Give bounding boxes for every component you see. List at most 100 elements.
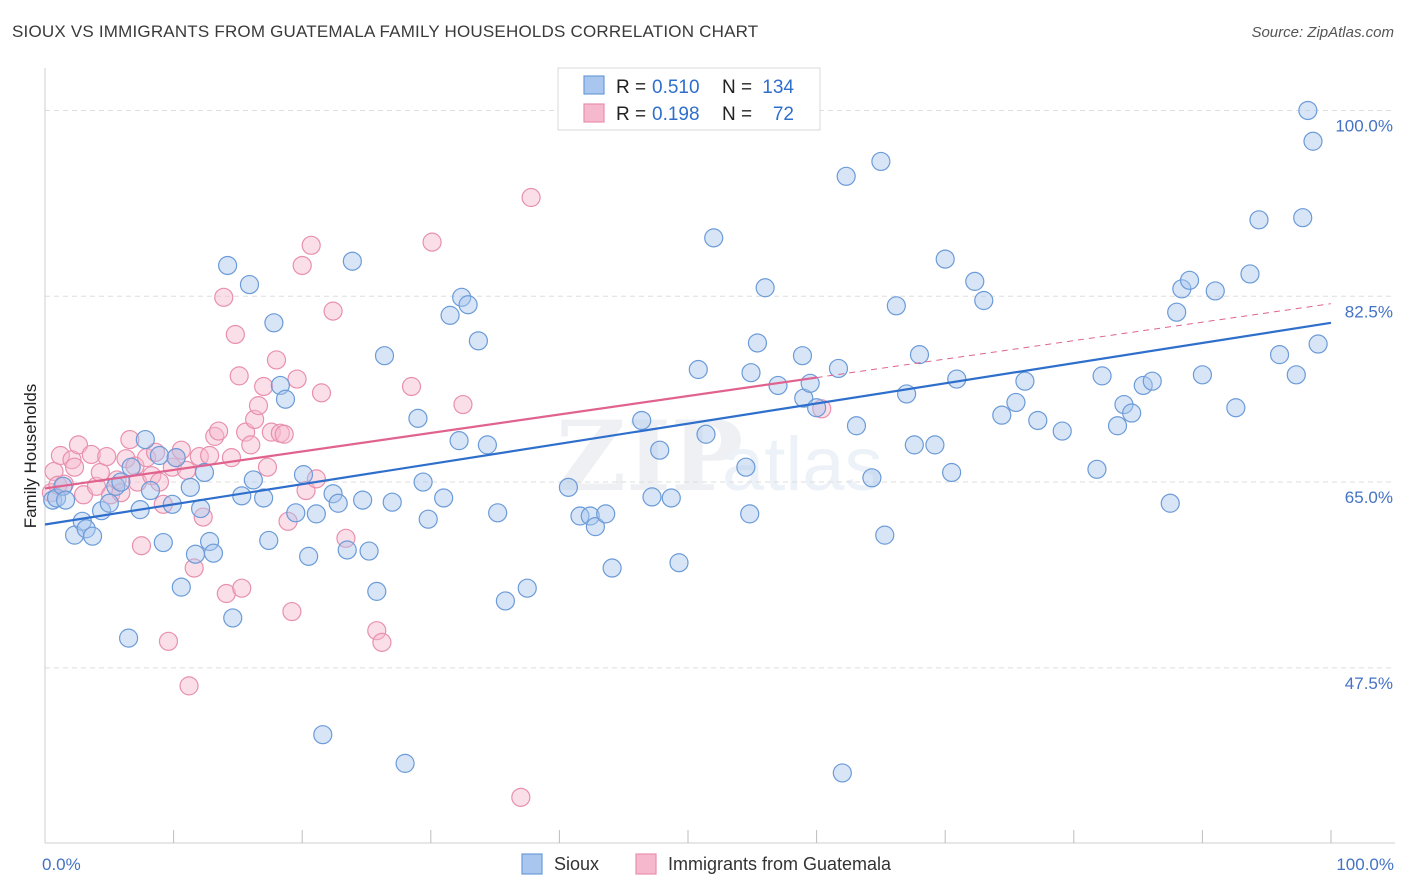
guatemala-point bbox=[216, 583, 236, 604]
guatemala-point bbox=[282, 601, 302, 622]
guatemala-point bbox=[232, 578, 252, 598]
sioux-point bbox=[871, 151, 891, 172]
axes bbox=[44, 68, 1395, 844]
sioux-point bbox=[570, 506, 590, 526]
sioux-point bbox=[264, 313, 284, 333]
x-tick-label-max: 100.0% bbox=[1336, 855, 1394, 874]
sioux-point bbox=[992, 405, 1012, 425]
sioux-point bbox=[342, 251, 362, 271]
sioux-point bbox=[792, 346, 813, 366]
guatemala-point bbox=[511, 787, 531, 807]
guatemala-point bbox=[64, 457, 85, 477]
sioux-point bbox=[1240, 264, 1260, 284]
guatemala-point bbox=[311, 383, 332, 403]
guatemala-point bbox=[323, 301, 343, 321]
watermark-atlas: atlas bbox=[722, 422, 883, 507]
sioux-point bbox=[313, 725, 333, 745]
sioux-point bbox=[740, 504, 760, 524]
sioux-point bbox=[832, 763, 852, 783]
sioux-point bbox=[452, 287, 472, 307]
bottom-legend-label-guatemala: Immigrants from Guatemala bbox=[668, 854, 892, 874]
sioux-point bbox=[925, 435, 945, 455]
sioux-point bbox=[965, 271, 985, 291]
bottom-legend-label-sioux: Sioux bbox=[554, 854, 599, 874]
sioux-point bbox=[171, 577, 191, 597]
sioux-point bbox=[468, 331, 488, 351]
sioux-point bbox=[140, 480, 161, 501]
x-tick-label-min: 0.0% bbox=[42, 855, 81, 874]
guatemala-point bbox=[254, 376, 274, 397]
sioux-point bbox=[642, 487, 662, 507]
legend-r-value-sioux: 0.510 bbox=[652, 77, 700, 98]
sioux-point bbox=[488, 503, 508, 523]
sioux-point bbox=[306, 504, 326, 524]
sioux-point bbox=[495, 591, 515, 611]
guatemala-point bbox=[158, 631, 179, 651]
guatemala-point bbox=[221, 448, 242, 468]
legend-r-label-guatemala: R = bbox=[616, 104, 646, 125]
sioux-point bbox=[1087, 459, 1107, 479]
legend-n-label-guatemala: N = bbox=[722, 104, 752, 125]
trend-line-sioux bbox=[44, 321, 1332, 526]
trend-line-guatemala bbox=[44, 376, 817, 490]
x-axis-ticks bbox=[173, 830, 1332, 843]
sioux-point bbox=[118, 628, 139, 648]
legend-n-label-sioux: N = bbox=[722, 77, 752, 98]
sioux-point bbox=[1269, 345, 1290, 365]
sioux-point bbox=[1160, 493, 1180, 513]
sioux-point bbox=[99, 493, 119, 513]
sioux-point bbox=[440, 305, 460, 325]
sioux-point bbox=[875, 525, 895, 545]
sioux-point bbox=[602, 558, 622, 578]
bottom-legend-swatch-guatemala bbox=[635, 853, 657, 875]
sioux-point bbox=[337, 540, 357, 560]
sioux-point bbox=[596, 504, 616, 524]
sioux-point bbox=[166, 448, 186, 468]
sioux-point bbox=[650, 440, 670, 460]
sioux-point bbox=[1092, 366, 1112, 386]
sioux-point bbox=[180, 477, 200, 497]
sioux-point bbox=[846, 416, 867, 436]
sioux-point bbox=[121, 457, 141, 477]
series-sioux-points bbox=[43, 100, 1328, 783]
sioux-point bbox=[974, 290, 994, 311]
sioux-point bbox=[517, 578, 537, 598]
guatemala-point bbox=[241, 435, 261, 455]
sioux-point bbox=[449, 431, 469, 451]
y-tick-label: 65.0% bbox=[1345, 488, 1393, 507]
trend-lines bbox=[44, 303, 1332, 526]
sioux-point bbox=[1167, 302, 1187, 322]
sioux-point bbox=[55, 490, 76, 510]
sioux-point bbox=[293, 465, 314, 485]
sioux-point bbox=[1052, 421, 1072, 441]
sioux-point bbox=[747, 333, 768, 353]
sioux-point bbox=[1122, 403, 1142, 423]
legend-swatch-sioux bbox=[583, 75, 605, 95]
guatemala-point bbox=[372, 632, 392, 652]
sioux-point bbox=[1308, 334, 1328, 354]
sioux-point bbox=[909, 345, 930, 365]
legend-n-value-sioux: 134 bbox=[762, 77, 794, 98]
sioux-point bbox=[755, 278, 775, 298]
sioux-point bbox=[367, 581, 387, 601]
guatemala-point bbox=[292, 255, 312, 276]
y-axis-tick-labels: 47.5% 65.0% 82.5% 100.0% bbox=[1335, 116, 1393, 692]
sioux-point bbox=[477, 435, 497, 455]
sioux-point bbox=[191, 498, 211, 519]
sioux-point bbox=[328, 493, 348, 513]
legend-r-value-guatemala: 0.198 bbox=[652, 104, 700, 125]
sioux-point bbox=[353, 490, 373, 510]
sioux-point bbox=[200, 531, 220, 552]
sioux-point bbox=[688, 359, 708, 380]
sioux-point bbox=[408, 408, 428, 428]
sioux-point bbox=[218, 255, 238, 276]
sioux-point bbox=[395, 753, 415, 773]
watermark: ZIP atlas bbox=[556, 400, 883, 513]
sioux-point bbox=[243, 470, 263, 490]
sioux-point bbox=[736, 457, 756, 477]
guatemala-point bbox=[274, 424, 294, 444]
trend-line-guatemala-extension bbox=[816, 303, 1332, 379]
y-tick-label: 47.5% bbox=[1345, 674, 1393, 693]
guatemala-point bbox=[179, 676, 199, 696]
sioux-point bbox=[374, 346, 395, 366]
